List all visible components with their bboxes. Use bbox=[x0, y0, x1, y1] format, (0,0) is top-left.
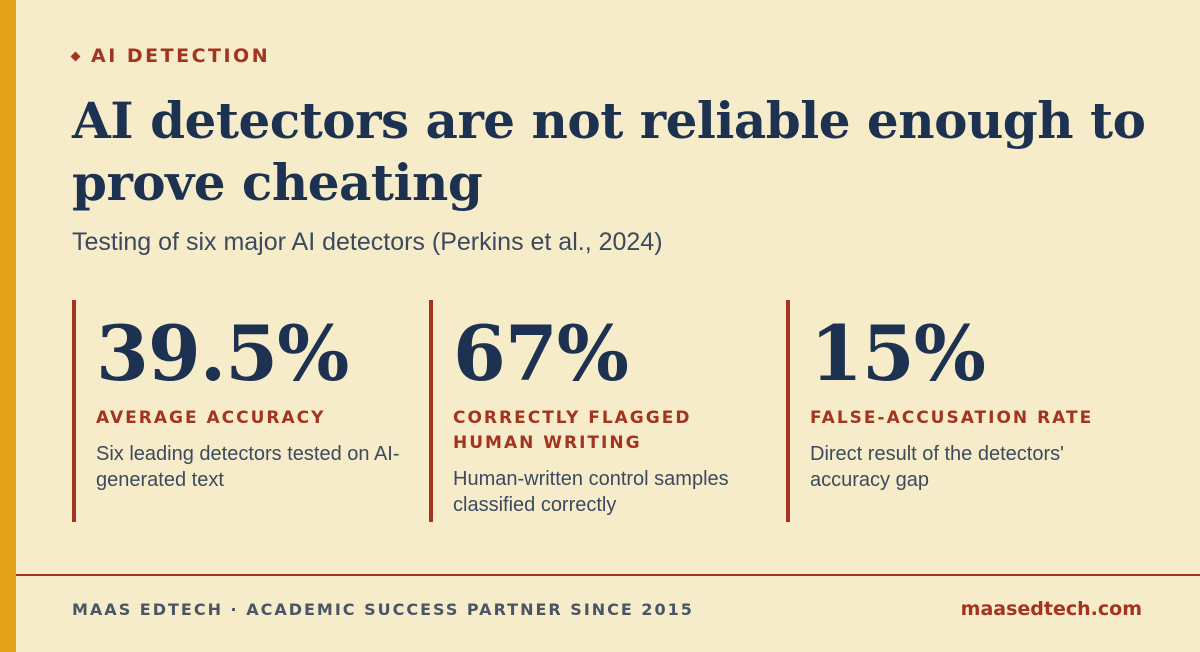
footer-tagline: MAAS EDTECH · ACADEMIC SUCCESS PARTNER S… bbox=[72, 600, 694, 619]
stat-card-human-writing: 67% CORRECTLY FLAGGED HUMAN WRITING Huma… bbox=[429, 300, 759, 522]
eyebrow: AI DETECTION bbox=[70, 45, 271, 67]
eyebrow-label: AI DETECTION bbox=[91, 45, 271, 67]
footer-divider bbox=[16, 574, 1200, 576]
page-title: AI detectors are not reliable enough to … bbox=[72, 91, 1146, 212]
stat-value: 67% bbox=[453, 309, 629, 398]
stat-label: FALSE-ACCUSATION RATE bbox=[810, 408, 1094, 428]
left-accent-bar bbox=[0, 0, 16, 652]
stat-card-false-accusation: 15% FALSE-ACCUSATION RATE Direct result … bbox=[786, 300, 1116, 522]
stat-description: Six leading detectors tested on AI-gener… bbox=[96, 443, 400, 491]
diamond-icon bbox=[70, 51, 81, 61]
stat-description: Direct result of the detectors' accuracy… bbox=[810, 443, 1064, 491]
stat-value: 15% bbox=[810, 309, 986, 398]
page-subtitle: Testing of six major AI detectors (Perki… bbox=[72, 228, 663, 256]
stat-value: 39.5% bbox=[96, 309, 349, 398]
stats-row: 39.5% AVERAGE ACCURACY Six leading detec… bbox=[72, 300, 1172, 522]
stat-card-accuracy: 39.5% AVERAGE ACCURACY Six leading detec… bbox=[72, 300, 402, 522]
stat-label: CORRECTLY FLAGGED HUMAN WRITING bbox=[453, 408, 692, 453]
footer-website-link[interactable]: maasedtech.com bbox=[960, 598, 1142, 620]
stat-label: AVERAGE ACCURACY bbox=[96, 408, 326, 428]
stat-description: Human-written control samples classified… bbox=[453, 468, 729, 516]
